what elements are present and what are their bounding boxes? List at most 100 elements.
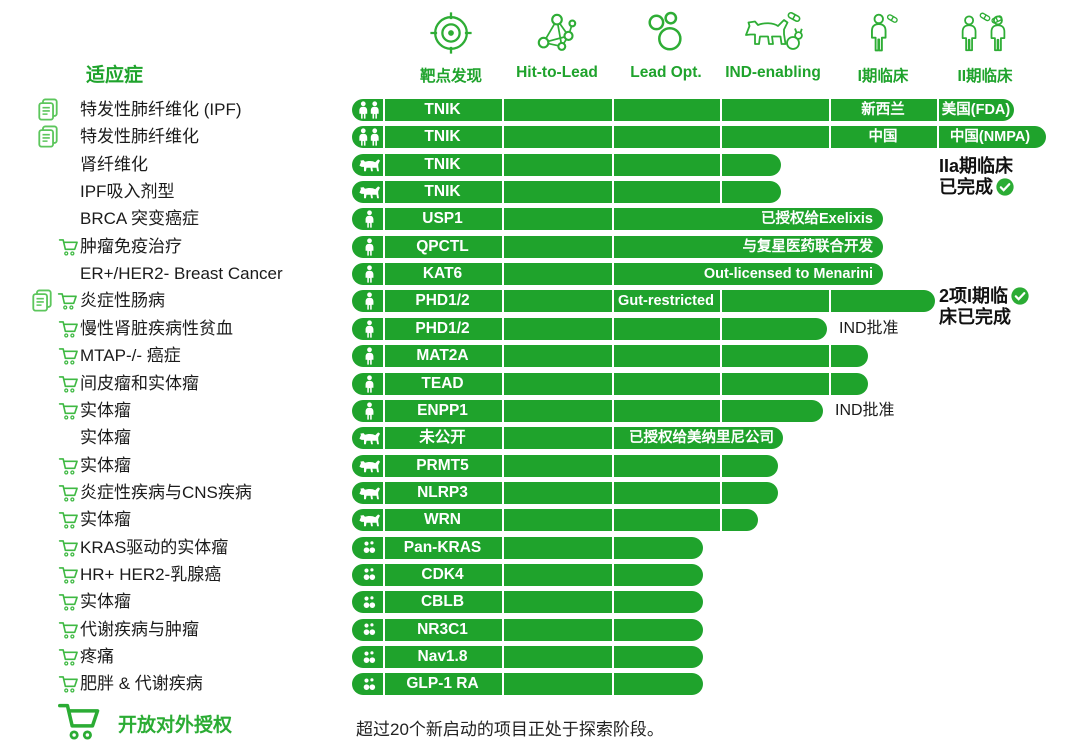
cart-icon	[58, 594, 78, 611]
target-label: WRN	[423, 511, 462, 529]
pipeline-bar-未公开: 未公开 已授权给美纳里尼公司	[352, 427, 783, 450]
pipeline-bar-TNIK: TNIK	[352, 181, 781, 204]
bar-divider	[383, 618, 385, 641]
target-label: ENPP1	[417, 401, 468, 419]
person-row-icon	[365, 374, 373, 393]
cart-icon	[58, 320, 78, 338]
indication-label: HR+ HER2-乳腺癌	[80, 564, 222, 584]
dog-row-icon	[357, 483, 381, 503]
stage-label-3: Lead Opt.	[630, 64, 702, 81]
doc-icon	[32, 289, 52, 312]
bar-divider	[612, 345, 614, 368]
indication-label: KRAS驱动的实体瘤	[80, 537, 229, 557]
target-label: TNIK	[424, 183, 461, 201]
outside-status-label: IND批准	[839, 319, 899, 337]
cart-icon	[56, 644, 80, 670]
dog-row-icon	[359, 159, 380, 171]
indication-label: 代谢疾病与肿瘤	[80, 619, 199, 639]
person-row-icon	[365, 210, 373, 229]
check-icon	[996, 178, 1014, 196]
person-row-icon	[357, 209, 381, 229]
bar-divider	[383, 181, 385, 204]
check-icon	[1011, 287, 1029, 306]
cells-row-icon	[357, 565, 381, 585]
cart-icon	[58, 539, 78, 557]
bar-divider	[383, 673, 385, 696]
doc-icon	[38, 125, 58, 148]
bar-divider	[502, 454, 504, 477]
bar-divider	[612, 153, 614, 176]
bar-divider	[383, 509, 385, 532]
bar-divider	[502, 153, 504, 176]
cart-icon	[57, 293, 77, 310]
bar-divider	[502, 126, 504, 149]
bar-divider	[612, 454, 614, 477]
bar-divider	[383, 454, 385, 477]
two-person-pill-icon	[961, 12, 1006, 52]
bar-divider	[383, 481, 385, 504]
cart-icon	[58, 402, 78, 420]
target-label: Nav1.8	[417, 648, 468, 665]
annotation-line: IIa期临床	[939, 155, 1014, 176]
cells-row-icon	[363, 678, 375, 690]
cells-row-icon	[363, 623, 375, 636]
cells-row-icon	[357, 647, 381, 667]
target-label: TNIK	[424, 128, 461, 146]
cart-icon	[56, 671, 80, 697]
cart-icon	[56, 453, 80, 479]
bar-divider	[612, 317, 614, 340]
cells-icon	[643, 10, 689, 56]
two-person-row-icon	[359, 128, 379, 147]
bar-divider	[383, 563, 385, 586]
bar-divider	[383, 99, 385, 121]
pipeline-bar-PHD1/2: PHD1/2 Gut-restricted	[352, 290, 935, 313]
cells-row-icon	[357, 592, 381, 612]
annotation-line: 已完成	[939, 177, 1014, 198]
pipeline-bar-Nav1.8: Nav1.8	[352, 646, 703, 668]
pipeline-bar-PHD1/2: PHD1/2	[352, 317, 827, 340]
cart-icon	[58, 375, 78, 393]
target-label: 未公开	[419, 429, 466, 447]
bar-stage-label: 新西兰	[861, 102, 905, 118]
indication-label: 实体瘤	[80, 510, 131, 530]
bar-divider	[720, 372, 722, 395]
bar-divider	[612, 181, 614, 204]
pipeline-bar-CDK4: CDK4	[352, 563, 703, 586]
bar-divider	[612, 618, 614, 641]
bar-divider	[383, 208, 385, 231]
network-icon	[537, 13, 577, 51]
bar-divider	[502, 563, 504, 586]
indication-label: 疼痛	[80, 647, 114, 666]
stage-label-5: I期临床	[857, 68, 909, 85]
cells-row-icon	[363, 568, 375, 581]
cart-icon	[58, 703, 100, 740]
target-icon	[428, 10, 474, 56]
cart-icon	[58, 512, 78, 529]
two-person-row-icon	[357, 127, 381, 147]
bar-divider	[502, 235, 504, 258]
person-row-icon	[365, 238, 373, 256]
indication-label: 肾纤维化	[80, 154, 148, 174]
dog-row-icon	[359, 514, 380, 527]
doc-icon	[38, 98, 58, 121]
two-person-pill-icon	[957, 10, 1013, 56]
network-icon	[534, 10, 580, 56]
cart-icon	[56, 234, 80, 260]
indication-label: 实体瘤	[80, 428, 131, 448]
bar-divider	[937, 99, 939, 121]
cells-row-icon	[363, 596, 375, 608]
indication-label: 肥胖 & 代谢疾病	[80, 674, 203, 694]
cart-icon	[58, 649, 78, 666]
pipeline-bar-NLRP3: NLRP3	[352, 481, 778, 504]
target-label: NLRP3	[417, 483, 468, 501]
bar-divider	[383, 646, 385, 668]
cells-row-icon	[357, 620, 381, 640]
pipeline-bar-TNIK: TNIK	[352, 153, 781, 176]
bar-divider	[720, 454, 722, 477]
bar-divider	[502, 208, 504, 231]
dog-row-icon	[359, 487, 380, 500]
bar-stage-label: 美国(FDA)	[941, 102, 1011, 118]
bar-divider	[612, 646, 614, 668]
doc-icon	[36, 124, 60, 150]
pipeline-bar-TEAD: TEAD	[352, 372, 868, 395]
